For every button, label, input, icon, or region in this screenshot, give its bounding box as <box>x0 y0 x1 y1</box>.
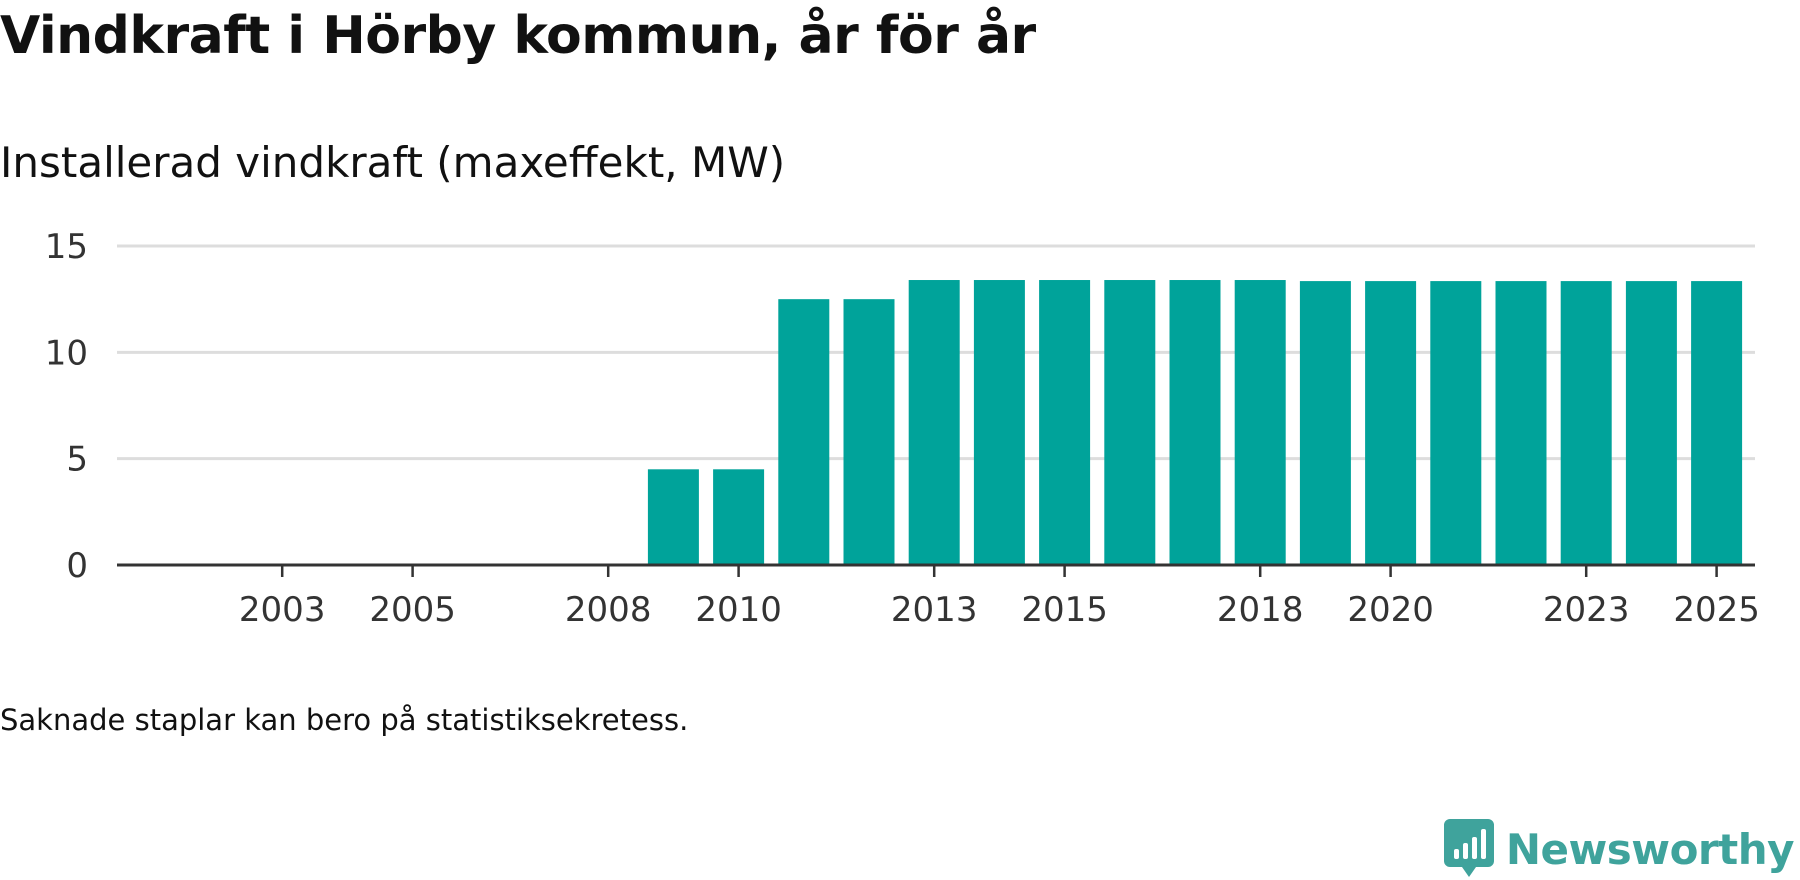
newsworthy-chart-bubble-icon <box>1443 819 1494 877</box>
bar-2009 <box>647 469 699 565</box>
y-tick-label-0: 0 <box>66 546 88 586</box>
chart-title: Vindkraft i Hörby kommun, år för år <box>0 6 1036 66</box>
bar-2021 <box>1430 281 1482 565</box>
bar-2022 <box>1495 281 1547 565</box>
bar-2017 <box>1169 280 1221 565</box>
bar-2024 <box>1625 281 1677 565</box>
bar-2020 <box>1365 281 1417 565</box>
bar-2010 <box>713 469 765 565</box>
x-tick-label-2013: 2013 <box>891 590 978 630</box>
bar-2016 <box>1104 280 1156 565</box>
bar-2018 <box>1234 280 1286 565</box>
bars <box>647 280 1743 565</box>
bar-2014 <box>973 280 1025 565</box>
bar-2013 <box>908 280 960 565</box>
chart-subtitle: Installerad vindkraft (maxeffekt, MW) <box>0 138 786 187</box>
bar-2025 <box>1691 281 1743 565</box>
x-tick-label-2015: 2015 <box>1021 590 1108 630</box>
x-axis <box>117 563 1755 577</box>
footnote: Saknade staplar kan bero på statistiksek… <box>0 703 689 737</box>
brand-name: Newsworthy <box>1505 824 1795 874</box>
x-tick-label-2010: 2010 <box>695 590 782 630</box>
x-tick-label-2003: 2003 <box>239 590 326 630</box>
y-tick-label-15: 15 <box>45 227 88 267</box>
x-tick-label-2008: 2008 <box>565 590 652 630</box>
x-tick-label-2023: 2023 <box>1543 590 1630 630</box>
bar-2012 <box>843 299 895 565</box>
bar-2019 <box>1299 281 1351 565</box>
y-tick-labels: 0 5 10 15 <box>45 227 88 586</box>
x-tick-label-2025: 2025 <box>1673 590 1760 630</box>
y-tick-label-10: 10 <box>45 333 88 373</box>
y-tick-label-5: 5 <box>66 440 88 480</box>
x-tick-labels: 2003 2005 2008 2010 2013 2015 2018 2020 2023 2025 <box>239 590 1760 630</box>
bar-2011 <box>778 299 830 565</box>
bar-2015 <box>1039 280 1091 565</box>
brand-logo[interactable]: Newsworthy <box>1443 818 1795 880</box>
x-tick-label-2018: 2018 <box>1217 590 1304 630</box>
x-tick-label-2005: 2005 <box>369 590 456 630</box>
bar-2023 <box>1560 281 1612 565</box>
x-tick-label-2020: 2020 <box>1347 590 1434 630</box>
